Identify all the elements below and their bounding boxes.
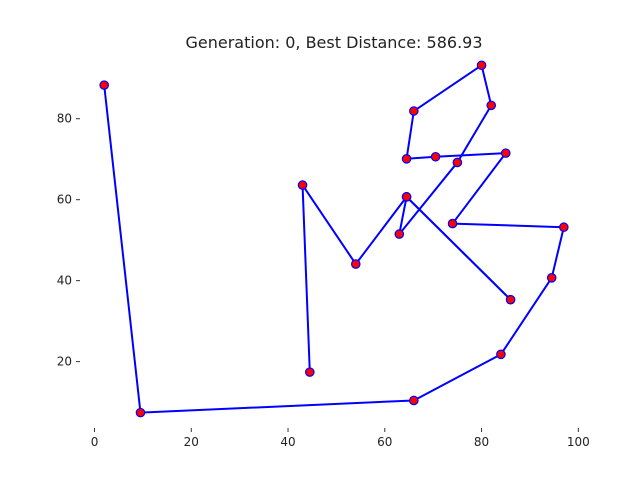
y-tick-label: 60 — [57, 193, 72, 207]
city-layer — [99, 60, 569, 418]
route-segment — [405, 195, 512, 301]
route-segment — [451, 152, 507, 225]
route-segment — [139, 399, 415, 414]
city-point — [452, 157, 463, 168]
route-segment — [301, 184, 311, 374]
city-point — [430, 151, 441, 162]
city-point — [409, 395, 419, 406]
city-point — [297, 180, 308, 190]
city-point — [447, 218, 458, 229]
city-point — [500, 148, 511, 158]
route-segment — [405, 155, 437, 160]
route-segment — [499, 276, 553, 356]
chart-title: Generation: 0, Best Distance: 586.93 — [185, 33, 482, 52]
x-tick-label: 80 — [474, 435, 489, 449]
city-point — [559, 222, 569, 233]
route-layer — [103, 64, 565, 414]
route-segment — [550, 226, 565, 279]
city-point — [486, 100, 497, 111]
city-point — [505, 294, 516, 305]
route-segment — [301, 184, 357, 266]
y-tick-label: 40 — [57, 274, 72, 288]
city-point — [394, 229, 405, 239]
x-tick-label: 60 — [377, 435, 392, 449]
route-segment — [398, 195, 408, 236]
city-point — [305, 367, 315, 377]
route-segment — [412, 64, 483, 113]
city-point — [401, 192, 412, 202]
city-point — [496, 349, 506, 360]
x-tick-label: 100 — [567, 435, 590, 449]
route-segment — [434, 152, 507, 158]
route-segment — [103, 84, 142, 414]
route-segment — [354, 195, 408, 266]
x-tick-label: 40 — [280, 435, 295, 449]
axis-ticks: 0 20 40 60 80 100 20 40 60 80 — [57, 112, 590, 449]
route-segment — [456, 104, 493, 164]
route-segment — [412, 353, 502, 402]
city-point — [350, 259, 361, 269]
city-point — [476, 60, 487, 71]
city-point — [409, 106, 419, 116]
route-segment — [398, 161, 459, 236]
city-point — [99, 80, 109, 90]
route-segment — [451, 222, 565, 229]
y-tick-label: 80 — [57, 112, 72, 126]
city-point — [546, 273, 557, 283]
route-segment — [405, 110, 415, 160]
city-point — [135, 407, 146, 418]
x-tick-label: 20 — [184, 435, 199, 449]
city-point — [401, 153, 412, 164]
route-segment — [480, 64, 493, 107]
x-tick-label: 0 — [91, 435, 99, 449]
y-tick-label: 20 — [57, 355, 72, 369]
